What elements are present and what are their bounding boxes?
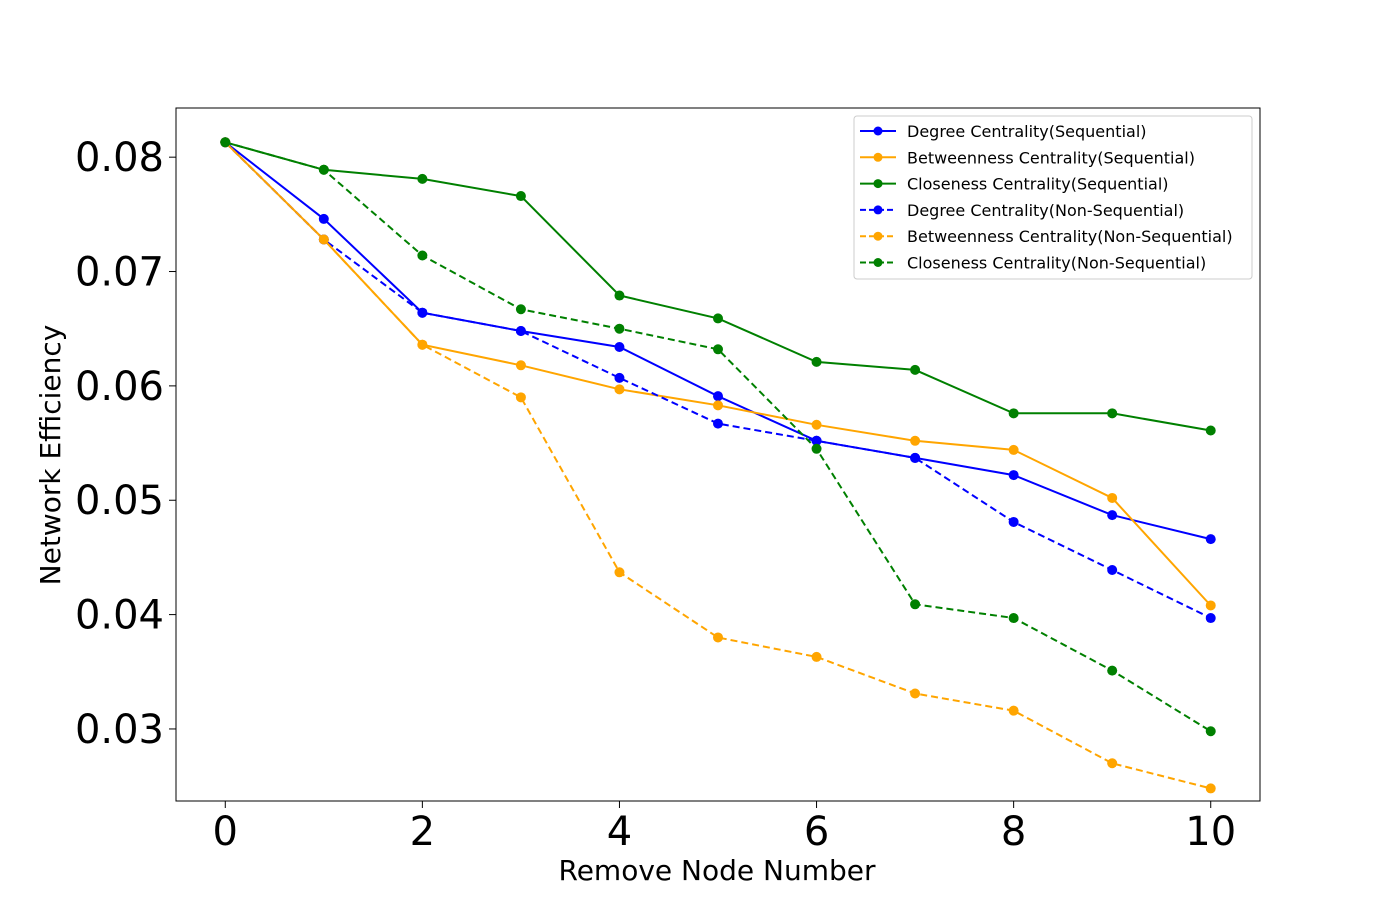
- y-tick-label-4: 0.07: [75, 250, 164, 296]
- data-point-2-9: [1107, 408, 1118, 419]
- data-point-1-6: [811, 419, 822, 430]
- data-point-0-4: [614, 342, 625, 353]
- series-line-3: [224, 141, 1212, 619]
- x-tick-label-3: 6: [804, 809, 829, 855]
- plot-frame: [175, 107, 1261, 802]
- data-point-1-5: [713, 400, 723, 411]
- legend-label-0: Degree Centrality(Sequential): [907, 122, 1147, 141]
- data-point-4-2: [417, 339, 428, 350]
- y-tick-label-0: 0.03: [75, 707, 164, 753]
- axes: 0 2 4 6 8 10 0.03 0.04 0.05 0.06 0.07 0.08: [75, 107, 1261, 855]
- plot-area: [220, 137, 1216, 794]
- data-point-1-7: [910, 435, 921, 446]
- x-tick-label-2: 4: [607, 809, 632, 855]
- data-point-4-3: [515, 392, 526, 403]
- data-point-4-6: [811, 651, 822, 662]
- data-point-4-8: [1008, 705, 1019, 716]
- y-tick-label-3: 0.06: [75, 364, 164, 410]
- data-point-4-7: [910, 688, 921, 699]
- series-line-5: [225, 141, 1212, 733]
- data-point-0-5: [713, 391, 723, 402]
- x-tick-label-5: 10: [1185, 809, 1236, 855]
- data-point-4-10: [1205, 783, 1216, 794]
- data-point-2-7: [910, 364, 921, 375]
- data-point-2-3: [515, 191, 526, 202]
- y-tick-label-5: 0.08: [75, 135, 164, 181]
- x-tick-label-1: 2: [410, 809, 435, 855]
- series-line-4: [224, 141, 1211, 790]
- data-point-5-10: [1205, 726, 1216, 737]
- legend-label-3: Degree Centrality(Non-Sequential): [907, 201, 1184, 220]
- legend-label-4: Betweenness Centrality(Non-Sequential): [907, 227, 1233, 246]
- data-point-1-3: [515, 360, 526, 371]
- legend-box: [853, 115, 1253, 280]
- data-point-2-5: [713, 313, 723, 324]
- x-axis-title: Remove Node Number: [559, 854, 876, 887]
- data-point-5-1: [318, 164, 329, 175]
- legend-swatch-marker-1: [873, 152, 883, 162]
- data-point-0-10: [1205, 534, 1216, 545]
- data-point-4-5: [713, 632, 723, 643]
- data-point-1-9: [1107, 492, 1118, 503]
- data-point-4-4: [614, 567, 625, 578]
- legend-label-1: Betweenness Centrality(Sequential): [907, 148, 1195, 167]
- data-point-5-7: [910, 599, 921, 610]
- data-point-5-9: [1107, 665, 1118, 676]
- data-point-0-8: [1008, 470, 1019, 481]
- legend-swatch-marker-3: [873, 205, 883, 215]
- legend-label-5: Closeness Centrality(Non-Sequential): [907, 254, 1206, 273]
- data-point-3-5: [713, 418, 723, 429]
- data-point-2-10: [1205, 425, 1216, 436]
- data-point-3-8: [1008, 516, 1019, 527]
- y-tick-label-1: 0.04: [75, 593, 164, 639]
- data-point-5-4: [614, 323, 625, 334]
- y-tick-label-2: 0.05: [75, 478, 164, 524]
- data-point-1-8: [1008, 444, 1019, 455]
- data-point-5-5: [713, 344, 723, 355]
- legend-swatch-marker-2: [873, 179, 883, 189]
- legend-swatch-marker-5: [873, 258, 883, 267]
- data-point-3-7: [910, 452, 921, 463]
- data-point-0-1: [318, 213, 329, 224]
- x-tick-label-4: 8: [1001, 809, 1026, 855]
- data-point-3-2: [417, 307, 428, 318]
- data-point-0-9: [1107, 510, 1118, 521]
- x-tick-label-0: 0: [213, 809, 238, 855]
- data-point-4-9: [1107, 758, 1118, 769]
- data-point-2-2: [417, 173, 428, 184]
- data-point-2-4: [614, 290, 625, 301]
- data-point-2-8: [1008, 408, 1019, 419]
- data-point-1-10: [1205, 600, 1216, 611]
- data-point-4-1: [318, 234, 329, 245]
- legend-swatch-marker-0: [873, 126, 883, 136]
- data-point-1-4: [614, 384, 625, 395]
- data-point-5-3: [515, 304, 526, 315]
- data-point-5-8: [1008, 613, 1019, 624]
- legend-swatch-marker-4: [873, 231, 883, 241]
- legend: Degree Centrality(Sequential) Betweenness…: [853, 115, 1253, 280]
- data-point-3-9: [1107, 565, 1118, 575]
- data-point-3-3: [515, 325, 526, 336]
- data-point-5-2: [417, 250, 428, 261]
- legend-label-2: Closeness Centrality(Sequential): [907, 175, 1169, 194]
- data-point-5-0: [220, 137, 231, 148]
- y-axis-title: Network Efficiency: [34, 325, 67, 586]
- data-point-3-4: [614, 372, 625, 383]
- data-point-2-6: [811, 356, 822, 367]
- data-point-3-10: [1205, 613, 1216, 624]
- data-point-5-6: [811, 443, 822, 454]
- data-point-3-6: [811, 435, 822, 446]
